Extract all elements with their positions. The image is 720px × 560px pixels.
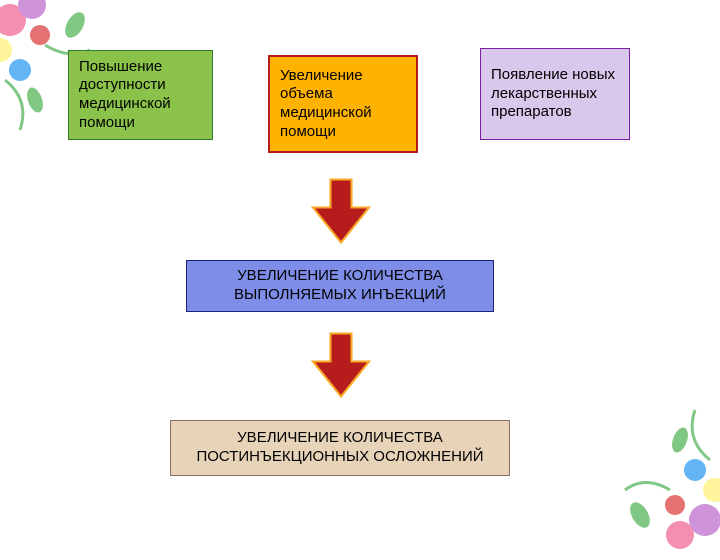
box-complications-label: УВЕЛИЧЕНИЕ КОЛИЧЕСТВА ПОСТИНЪЕКЦИОННЫХ О… bbox=[181, 429, 499, 467]
corner-bottom-right bbox=[570, 390, 720, 560]
box-volume-label: Увеличение объема медицинской помощи bbox=[280, 67, 406, 142]
box-new-drugs: Появление новых лекарственных препаратов bbox=[480, 48, 630, 140]
box-accessibility-label: Повышение доступности медицинской помощи bbox=[79, 58, 202, 133]
box-injection-increase-label: УВЕЛИЧЕНИЕ КОЛИЧЕСТВА ВЫПОЛНЯЕМЫХ ИНЪЕКЦ… bbox=[197, 267, 483, 305]
box-new-drugs-label: Появление новых лекарственных препаратов bbox=[491, 66, 619, 122]
arrow-down-2 bbox=[306, 330, 376, 400]
box-injection-increase: УВЕЛИЧЕНИЕ КОЛИЧЕСТВА ВЫПОЛНЯЕМЫХ ИНЪЕКЦ… bbox=[186, 260, 494, 312]
box-volume: Увеличение объема медицинской помощи bbox=[268, 55, 418, 153]
box-accessibility: Повышение доступности медицинской помощи bbox=[68, 50, 213, 140]
arrow-down-1 bbox=[306, 176, 376, 246]
box-complications: УВЕЛИЧЕНИЕ КОЛИЧЕСТВА ПОСТИНЪЕКЦИОННЫХ О… bbox=[170, 420, 510, 476]
